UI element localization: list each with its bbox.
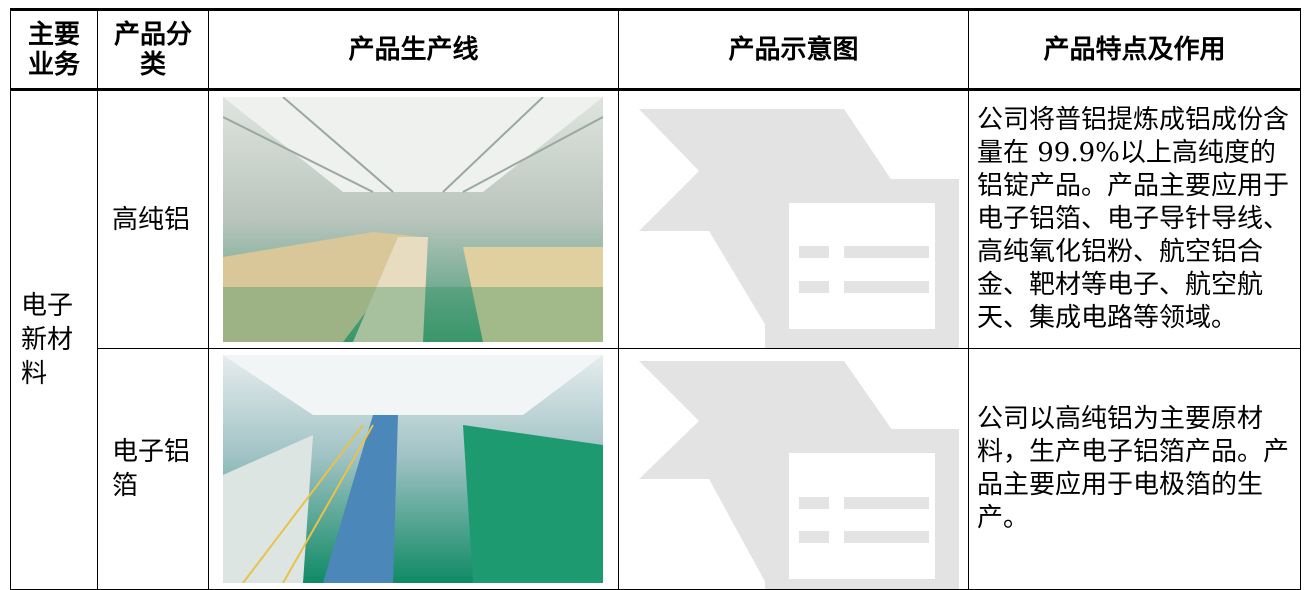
header-cell: 产品特点及作用 [968, 8, 1301, 91]
header-cell: 产品分类 [97, 8, 209, 91]
row: 电子铝箔 公司以高 [11, 348, 1301, 590]
photo-cell [208, 348, 619, 590]
category-cell: 高纯铝 [97, 89, 209, 349]
factory-photo [223, 97, 603, 342]
icon-cell [618, 348, 969, 590]
placeholder-icon [639, 109, 959, 348]
header-row: 主要业务 产品分类 产品生产线 产品示意图 产品特点及作用 [10, 8, 1301, 91]
header-cell: 产品生产线 [208, 8, 619, 91]
row: 电子新材料 高纯铝 [10, 89, 1301, 590]
factory-photo [223, 355, 603, 583]
group-cell: 电子新材料 [10, 89, 98, 590]
header-cell: 主要业务 [10, 8, 98, 91]
description-cell: 公司以高纯铝为主要原材料，生产电子铝箔产品。产品主要应用于电极箔的生产。 [968, 348, 1301, 590]
description-cell: 公司将普铝提炼成铝成份含量在 99.9%以上高纯度的铝锭产品。产品主要应用于电子… [968, 89, 1301, 349]
product-table: 主要业务 产品分类 产品生产线 产品示意图 产品特点及作用 电子新材料 高纯铝 [10, 8, 1301, 590]
icon-cell [618, 89, 969, 349]
header-cell: 产品示意图 [618, 8, 969, 91]
category-cell: 电子铝箔 [97, 348, 209, 590]
photo-cell [208, 89, 619, 349]
placeholder-icon [639, 361, 959, 589]
